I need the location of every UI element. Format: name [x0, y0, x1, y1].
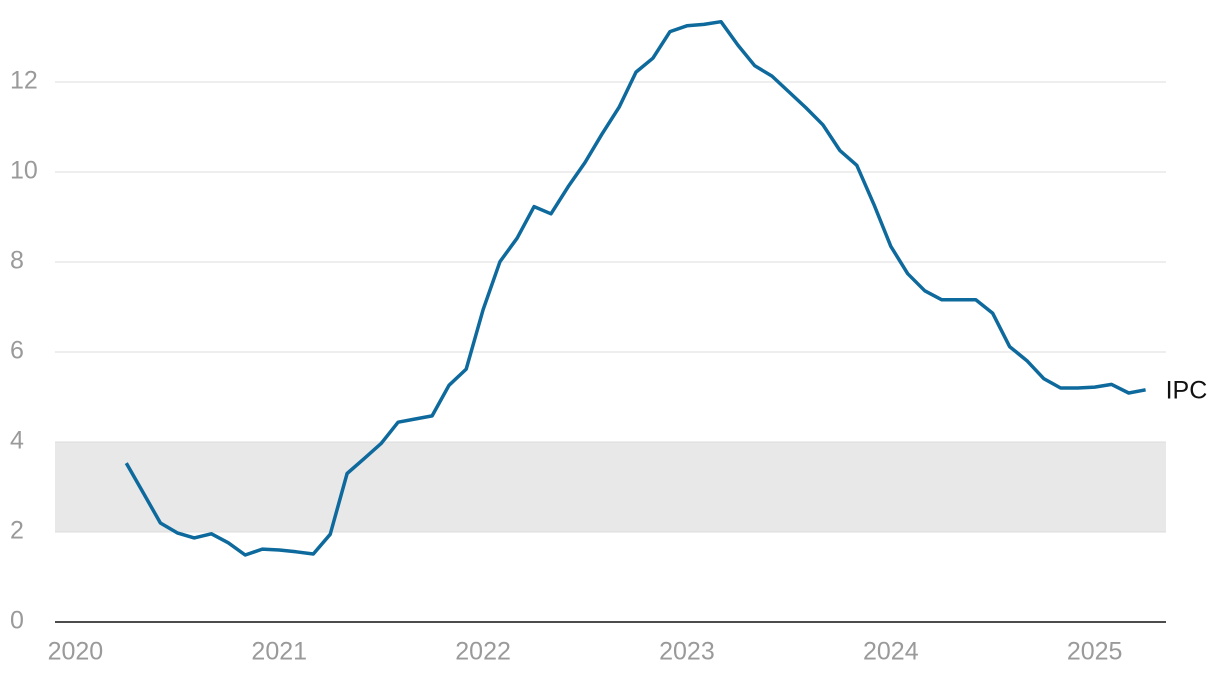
x-tick-label: 2021: [251, 638, 307, 666]
target-band: [55, 442, 1166, 532]
y-tick-label: 8: [10, 247, 24, 275]
x-tick-label: 2020: [48, 638, 104, 666]
y-tick-label: 2: [10, 517, 24, 545]
y-tick-label: 10: [10, 157, 38, 185]
series-label: IPC: [1166, 376, 1208, 404]
x-tick-label: 2025: [1067, 638, 1123, 666]
y-tick-label: 0: [10, 607, 24, 635]
x-tick-label: 2023: [659, 638, 715, 666]
y-tick-label: 6: [10, 337, 24, 365]
series-line: [124, 19, 1146, 557]
x-tick-label: 2024: [863, 638, 919, 666]
y-tick-label: 12: [10, 67, 38, 95]
y-tick-label: 4: [10, 427, 24, 455]
x-tick-label: 2022: [455, 638, 511, 666]
